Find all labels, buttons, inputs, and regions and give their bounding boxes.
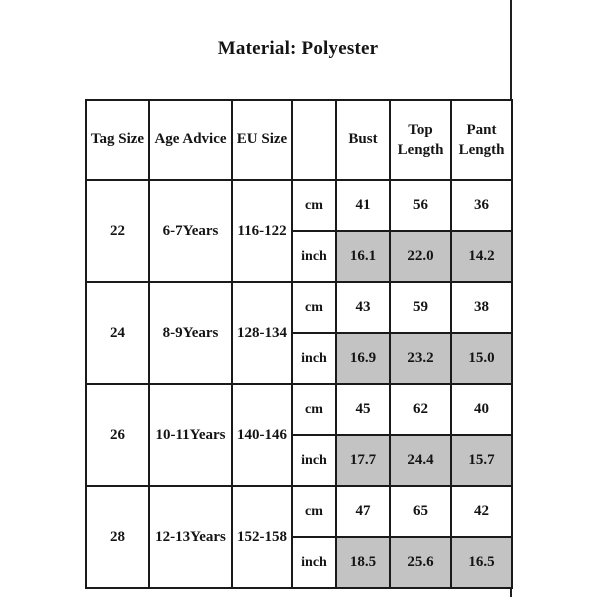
pant-length-inch-value: 15.0: [450, 332, 513, 385]
group-24-inch-row: inch 16.9 23.2 15.0: [86, 332, 513, 385]
tag-size-cell: 26: [85, 383, 150, 487]
group-26-cm-row: 26 10-11Years 140-146 cm 45 62 40: [85, 383, 513, 487]
eu-size-cell: 140-146: [231, 383, 293, 487]
bust-cm-value: 47: [335, 485, 391, 538]
top-length-inch-value: 24.4: [389, 434, 452, 487]
header-eu-size: EU Size: [231, 99, 293, 181]
age-advice-cell: 12-13Years: [148, 485, 233, 589]
eu-size-cell: 152-158: [231, 485, 293, 589]
top-length-cm-value: 65: [389, 485, 452, 538]
header-row: Tag Size Age Advice EU Size Bust Top Len…: [85, 99, 513, 181]
pant-length-cm-value: 36: [450, 179, 513, 232]
pant-length-inch-value: 14.2: [450, 230, 513, 283]
bust-cm-value: 43: [335, 281, 391, 334]
bust-inch-value: 17.7: [335, 434, 391, 487]
group-22-inch-row: inch 16.1 22.0 14.2: [86, 230, 513, 283]
unit-cm-cell: cm: [291, 485, 337, 538]
top-length-cm-value: 56: [389, 179, 452, 232]
eu-size-cell: 128-134: [231, 281, 293, 385]
group-24-cm-row: 24 8-9Years 128-134 cm 43 59 38: [85, 281, 513, 385]
bust-cm-value: 45: [335, 383, 391, 436]
group-22-cm-row: 22 6-7Years 116-122 cm 41 56 36: [85, 179, 513, 283]
group-28-cm-row: 28 12-13Years 152-158 cm 47 65 42: [85, 485, 513, 589]
header-bust: Bust: [335, 99, 391, 181]
header-top-length: Top Length: [389, 99, 452, 181]
top-length-inch-value: 23.2: [389, 332, 452, 385]
bust-inch-value: 16.1: [335, 230, 391, 283]
group-26-inch-row: inch 17.7 24.4 15.7: [86, 434, 513, 487]
size-chart-table: Tag Size Age Advice EU Size Bust Top Len…: [85, 99, 513, 589]
unit-cm-cell: cm: [291, 383, 337, 436]
header-tag-size: Tag Size: [85, 99, 150, 181]
top-length-inch-value: 25.6: [389, 536, 452, 589]
unit-inch-cell: inch: [291, 230, 337, 283]
pant-length-inch-value: 16.5: [450, 536, 513, 589]
bust-inch-value: 16.9: [335, 332, 391, 385]
bust-cm-value: 41: [335, 179, 391, 232]
pant-length-cm-value: 42: [450, 485, 513, 538]
unit-cm-cell: cm: [291, 281, 337, 334]
age-advice-cell: 10-11Years: [148, 383, 233, 487]
header-unit-blank: [291, 99, 337, 181]
material-title: Material: Polyester: [217, 38, 379, 59]
eu-size-cell: 116-122: [231, 179, 293, 283]
top-length-cm-value: 59: [389, 281, 452, 334]
unit-inch-cell: inch: [291, 536, 337, 589]
tag-size-cell: 28: [85, 485, 150, 589]
pant-length-cm-value: 40: [450, 383, 513, 436]
pant-length-cm-value: 38: [450, 281, 513, 334]
group-28-inch-row: inch 18.5 25.6 16.5: [86, 536, 513, 589]
bust-inch-value: 18.5: [335, 536, 391, 589]
age-advice-cell: 8-9Years: [148, 281, 233, 385]
unit-inch-cell: inch: [291, 434, 337, 487]
header-pant-length: Pant Length: [450, 99, 513, 181]
top-length-cm-value: 62: [389, 383, 452, 436]
pant-length-inch-value: 15.7: [450, 434, 513, 487]
age-advice-cell: 6-7Years: [148, 179, 233, 283]
header-age-advice: Age Advice: [148, 99, 233, 181]
tag-size-cell: 24: [85, 281, 150, 385]
tag-size-cell: 22: [85, 179, 150, 283]
unit-cm-cell: cm: [291, 179, 337, 232]
unit-inch-cell: inch: [291, 332, 337, 385]
top-length-inch-value: 22.0: [389, 230, 452, 283]
